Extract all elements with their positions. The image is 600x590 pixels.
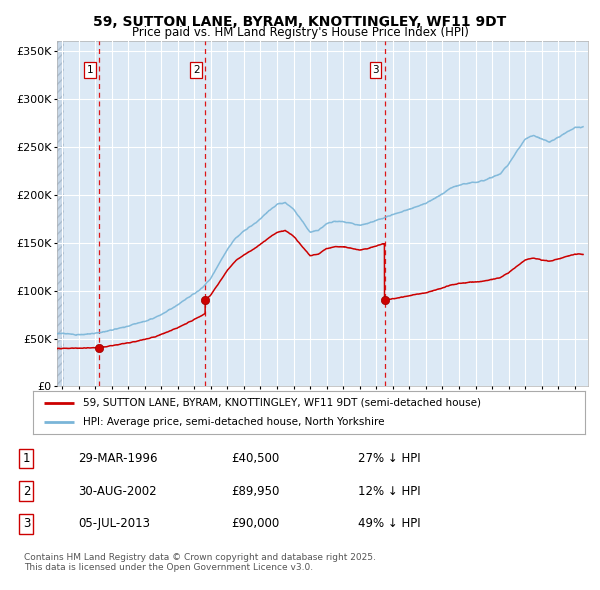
Text: Price paid vs. HM Land Registry's House Price Index (HPI): Price paid vs. HM Land Registry's House … bbox=[131, 26, 469, 39]
Text: HPI: Average price, semi-detached house, North Yorkshire: HPI: Average price, semi-detached house,… bbox=[83, 417, 384, 427]
Text: 30-AUG-2002: 30-AUG-2002 bbox=[78, 484, 157, 498]
Text: 1: 1 bbox=[23, 452, 30, 465]
Text: 3: 3 bbox=[372, 65, 379, 75]
Text: 1: 1 bbox=[86, 65, 93, 75]
Text: 3: 3 bbox=[23, 517, 30, 530]
Text: 59, SUTTON LANE, BYRAM, KNOTTINGLEY, WF11 9DT (semi-detached house): 59, SUTTON LANE, BYRAM, KNOTTINGLEY, WF1… bbox=[83, 398, 481, 408]
Text: 59, SUTTON LANE, BYRAM, KNOTTINGLEY, WF11 9DT: 59, SUTTON LANE, BYRAM, KNOTTINGLEY, WF1… bbox=[94, 15, 506, 29]
Text: 29-MAR-1996: 29-MAR-1996 bbox=[78, 452, 158, 465]
Text: 12% ↓ HPI: 12% ↓ HPI bbox=[358, 484, 420, 498]
Text: Contains HM Land Registry data © Crown copyright and database right 2025.
This d: Contains HM Land Registry data © Crown c… bbox=[24, 553, 376, 572]
Text: 05-JUL-2013: 05-JUL-2013 bbox=[78, 517, 150, 530]
Text: £40,500: £40,500 bbox=[231, 452, 279, 465]
Text: 27% ↓ HPI: 27% ↓ HPI bbox=[358, 452, 420, 465]
Text: 2: 2 bbox=[193, 65, 199, 75]
Text: 49% ↓ HPI: 49% ↓ HPI bbox=[358, 517, 420, 530]
Text: 2: 2 bbox=[23, 484, 30, 498]
Bar bbox=[57, 41, 64, 386]
Text: £90,000: £90,000 bbox=[231, 517, 279, 530]
Text: £89,950: £89,950 bbox=[231, 484, 279, 498]
Bar bbox=[57, 41, 64, 386]
